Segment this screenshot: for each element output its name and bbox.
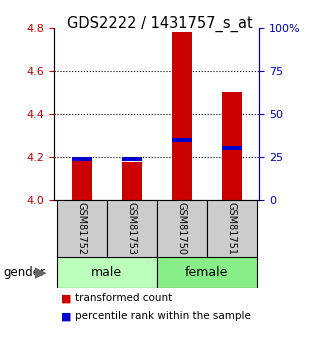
Text: ■: ■ [61,312,71,321]
Text: GDS2222 / 1431757_s_at: GDS2222 / 1431757_s_at [67,16,253,32]
Bar [157,257,257,288]
Text: GSM81753: GSM81753 [127,202,137,255]
Bar [172,32,192,200]
Bar [157,200,207,257]
Text: gender: gender [3,266,45,279]
Bar [72,157,92,161]
Text: male: male [91,266,123,279]
Text: GSM81752: GSM81752 [77,202,87,255]
Text: ■: ■ [61,294,71,303]
Text: GSM81751: GSM81751 [227,202,237,255]
Bar [172,138,192,142]
Bar [122,162,142,200]
Bar [57,200,107,257]
Bar [72,161,92,200]
Text: percentile rank within the sample: percentile rank within the sample [75,312,251,321]
Bar [222,146,242,150]
Bar [57,257,157,288]
Bar [222,92,242,200]
Text: GSM81750: GSM81750 [177,202,187,255]
Bar [107,200,157,257]
Text: ▶: ▶ [35,265,46,280]
Text: transformed count: transformed count [75,294,172,303]
Bar [122,157,142,161]
Bar [207,200,257,257]
Text: female: female [185,266,228,279]
